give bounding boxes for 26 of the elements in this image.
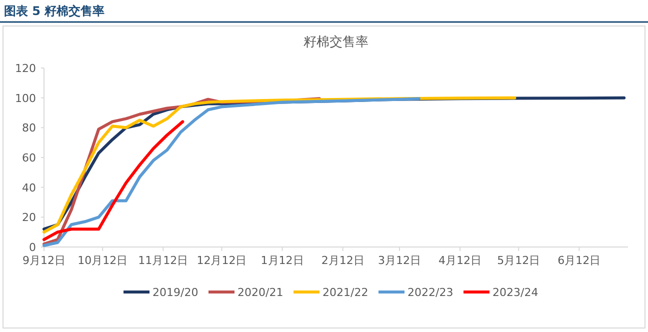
line-series — [42, 120, 184, 242]
chart-title: 图表 5 籽棉交售率 — [4, 4, 105, 18]
y-tick-label: 20 — [22, 211, 36, 224]
x-tick-label: 3月12日 — [378, 254, 421, 267]
x-tick-label: 10月12日 — [78, 254, 128, 267]
x-tick-label: 2月12日 — [321, 254, 364, 267]
legend-label: 2021/22 — [322, 286, 368, 299]
y-tick-label: 100 — [15, 92, 36, 105]
x-tick-label: 5月12日 — [497, 254, 540, 267]
chart-subtitle: 籽棉交售率 — [304, 34, 368, 50]
x-tick-label: 1月12日 — [260, 254, 304, 267]
x-tick-label: 4月12日 — [438, 254, 482, 267]
y-tick-label: 120 — [15, 62, 36, 75]
y-tick-label: 80 — [22, 122, 36, 135]
legend-label: 2023/24 — [492, 286, 538, 299]
x-tick-label: 9月12日 — [22, 254, 66, 267]
x-tick-label: 6月12日 — [558, 254, 601, 267]
legend-label: 2019/20 — [152, 286, 198, 299]
legend-label: 2020/21 — [238, 286, 284, 299]
x-tick-label: 12月12日 — [196, 254, 247, 267]
y-tick-label: 0 — [29, 241, 36, 254]
y-tick-label: 60 — [22, 152, 36, 164]
legend-label: 2022/23 — [408, 286, 454, 299]
x-tick-label: 11月12日 — [138, 254, 188, 267]
y-tick-label: 40 — [22, 181, 36, 194]
line-series — [42, 97, 421, 248]
